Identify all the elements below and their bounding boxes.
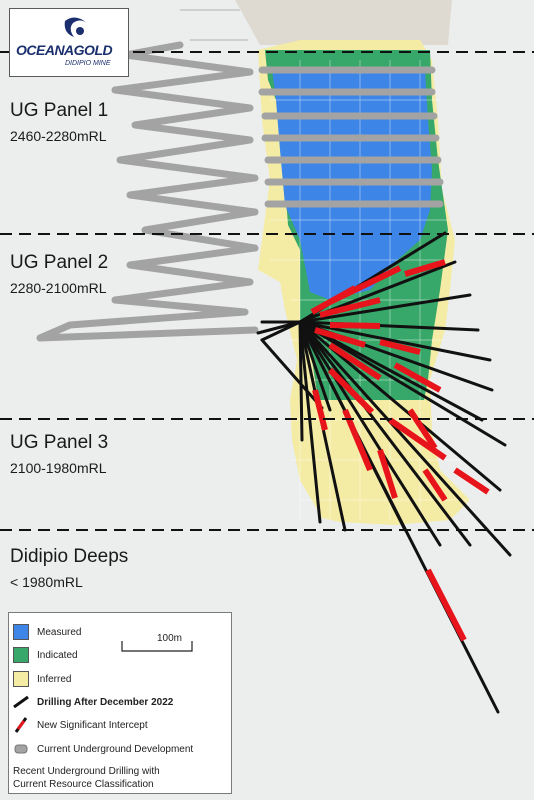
logo-site: DIDIPIO MINE — [65, 60, 111, 67]
panel-name: UG Panel 2 — [10, 252, 109, 273]
legend: Measured Indicated Inferred Drilling Aft… — [8, 612, 232, 794]
intercept — [310, 285, 357, 315]
legend-label: Indicated — [37, 649, 78, 661]
legend-item-development: Current Underground Development — [13, 740, 193, 758]
drillhole-line-icon — [13, 695, 29, 709]
scale-label: 100m — [157, 633, 183, 644]
drillhole — [298, 320, 322, 524]
company-logo: OCEANAGOLD DIDIPIO MINE — [9, 8, 129, 77]
underground-development — [36, 41, 444, 342]
legend-label: Inferred — [37, 673, 72, 685]
drillhole — [298, 320, 492, 362]
panel-range: 2100-1980mRL — [10, 460, 107, 476]
panel-name: UG Panel 1 — [10, 100, 109, 121]
drillhole — [298, 320, 484, 422]
legend-item-measured: Measured — [13, 623, 81, 641]
intercept — [393, 362, 442, 393]
logo-mark-icon — [64, 17, 87, 37]
panel-label-2: UG Panel 2 2280-2100mRL — [10, 252, 108, 296]
panel-range: 2280-2100mRL — [10, 280, 107, 296]
legend-title: Recent Underground Drilling with Current… — [13, 765, 213, 791]
panel-boundaries — [0, 51, 534, 531]
intercept — [379, 339, 421, 355]
drillhole — [260, 320, 302, 342]
legend-label: Current Underground Development — [37, 743, 194, 755]
intercept — [407, 408, 438, 450]
open-pit — [235, 0, 452, 45]
drillhole — [298, 320, 472, 547]
panel-label-deeps: Didipio Deeps < 1980mRL — [10, 546, 128, 590]
panel-label-3: UG Panel 3 2100-1980mRL — [10, 432, 108, 476]
intercept — [312, 389, 328, 431]
intercept — [328, 342, 382, 381]
intercept — [404, 259, 446, 277]
panel-range: < 1980mRL — [10, 574, 83, 590]
decline-ramp — [36, 41, 259, 342]
intercept — [327, 367, 375, 415]
significant-intercepts — [310, 259, 490, 642]
intercept — [425, 568, 467, 642]
drillhole — [298, 320, 442, 547]
drillhole — [298, 320, 332, 412]
legend-item-drilling: Drilling After December 2022 — [13, 693, 173, 711]
drillhole — [298, 320, 512, 557]
legend-label: Measured — [37, 626, 82, 638]
legend-label: Drilling After December 2022 — [37, 696, 174, 708]
panel-range: 2460-2280mRL — [10, 128, 107, 144]
drillhole — [260, 338, 324, 410]
drillhole — [298, 293, 472, 324]
legend-item-intercept: New Significant Intercept — [13, 716, 148, 734]
inferred-swatch — [13, 671, 29, 687]
intercept — [329, 322, 381, 329]
drillhole — [298, 320, 304, 442]
indicated-swatch — [13, 647, 29, 663]
legend-item-inferred: Inferred — [13, 670, 71, 688]
legend-label: New Significant Intercept — [37, 719, 148, 731]
intercept-icon — [14, 717, 28, 733]
legend-item-indicated: Indicated — [13, 646, 78, 664]
development-icon — [14, 744, 28, 754]
legend-title-line: Recent Underground Drilling with — [13, 766, 160, 777]
intercept — [377, 449, 398, 499]
intercept — [453, 467, 490, 495]
intercept — [314, 327, 366, 348]
drillhole — [298, 320, 480, 332]
panel-name: UG Panel 3 — [10, 432, 109, 453]
intercept — [319, 297, 381, 318]
scale-bar — [121, 641, 193, 652]
panel-name: Didipio Deeps — [10, 546, 129, 567]
measured-swatch — [13, 624, 29, 640]
drillhole — [298, 320, 507, 447]
intercept — [388, 417, 447, 461]
panel-label-1: UG Panel 1 2460-2280mRL — [10, 100, 108, 144]
legend-title-line: Current Resource Classification — [13, 779, 154, 790]
intercept — [422, 468, 448, 502]
logo-brand: OCEANAGOLD — [16, 42, 113, 58]
